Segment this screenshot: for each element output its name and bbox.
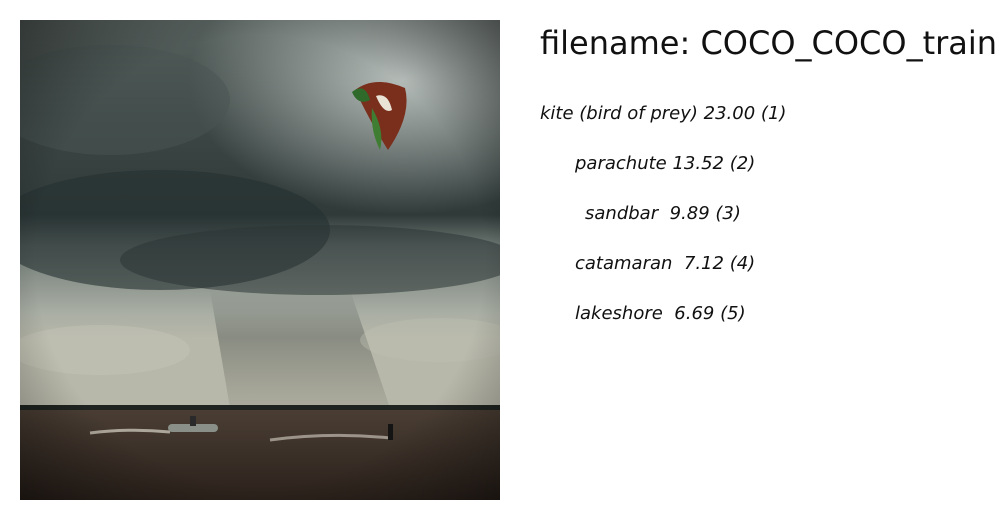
prediction-rank: (3) [715, 203, 741, 224]
prediction-score: 9.89 [663, 203, 710, 224]
image-kitesurfing-storm [20, 20, 500, 500]
prediction-label: kite (bird of prey) [540, 103, 698, 124]
prediction-rank: (5) [720, 303, 746, 324]
prediction-label: lakeshore [575, 303, 663, 324]
prediction-rank: (1) [760, 103, 787, 124]
filename-prefix: filename: [540, 24, 701, 62]
prediction-score: 23.00 [703, 103, 756, 124]
prediction-label: sandbar [585, 203, 659, 224]
prediction-row: sandbar 9.89 (3) [585, 203, 741, 224]
prediction-label: parachute [575, 153, 667, 174]
prediction-score: 6.69 [668, 303, 715, 324]
prediction-rank: (4) [729, 253, 756, 274]
prediction-row: lakeshore 6.69 (5) [575, 303, 746, 324]
filename-title: filename: COCO_COCO_train [540, 24, 997, 62]
prediction-label: catamaran [575, 253, 673, 274]
filename-value: COCO_COCO_train [700, 24, 998, 62]
prediction-row: parachute 13.52 (2) [575, 153, 755, 174]
prediction-rank: (2) [729, 153, 756, 174]
prediction-score: 13.52 [672, 153, 724, 174]
prediction-row: catamaran 7.12 (4) [575, 253, 755, 274]
prediction-score: 7.12 [678, 253, 724, 274]
prediction-row: kite (bird of prey) 23.00 (1) [540, 103, 786, 124]
